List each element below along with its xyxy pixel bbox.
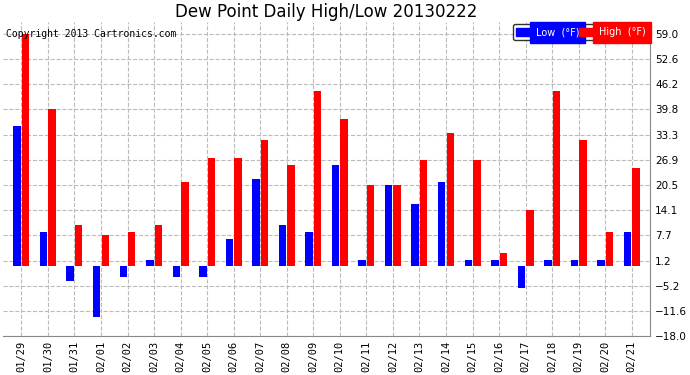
- Bar: [491, 260, 499, 266]
- Bar: [93, 266, 101, 316]
- Bar: [22, 34, 29, 266]
- Bar: [553, 91, 560, 266]
- Bar: [279, 225, 286, 266]
- Bar: [261, 140, 268, 266]
- Bar: [367, 185, 375, 266]
- Bar: [632, 168, 640, 266]
- Bar: [128, 232, 135, 266]
- Bar: [571, 260, 578, 266]
- Bar: [119, 266, 127, 277]
- Bar: [500, 253, 507, 266]
- Bar: [314, 91, 322, 266]
- Bar: [446, 133, 454, 266]
- Bar: [287, 165, 295, 266]
- Bar: [518, 266, 525, 288]
- Bar: [420, 160, 427, 266]
- Bar: [66, 266, 74, 281]
- Bar: [332, 165, 339, 266]
- Bar: [155, 225, 162, 266]
- Bar: [385, 185, 393, 266]
- Bar: [624, 232, 631, 266]
- Bar: [579, 140, 586, 266]
- Bar: [199, 266, 206, 277]
- Bar: [181, 182, 188, 266]
- Bar: [606, 232, 613, 266]
- Bar: [13, 126, 21, 266]
- Bar: [208, 158, 215, 266]
- Bar: [473, 160, 480, 266]
- Bar: [526, 210, 533, 266]
- Bar: [438, 182, 446, 266]
- Bar: [146, 260, 154, 266]
- Bar: [40, 232, 48, 266]
- Bar: [544, 260, 551, 266]
- Legend: Low  (°F), High  (°F): Low (°F), High (°F): [513, 24, 649, 40]
- Bar: [411, 204, 419, 266]
- Bar: [234, 158, 242, 266]
- Bar: [172, 266, 180, 277]
- Bar: [306, 232, 313, 266]
- Bar: [75, 225, 82, 266]
- Bar: [226, 239, 233, 266]
- Bar: [48, 110, 56, 266]
- Bar: [358, 260, 366, 266]
- Text: Copyright 2013 Cartronics.com: Copyright 2013 Cartronics.com: [6, 28, 177, 39]
- Bar: [253, 179, 259, 266]
- Title: Dew Point Daily High/Low 20130222: Dew Point Daily High/Low 20130222: [175, 3, 477, 21]
- Bar: [101, 235, 109, 266]
- Bar: [464, 260, 472, 266]
- Bar: [393, 185, 401, 266]
- Bar: [598, 260, 604, 266]
- Bar: [340, 119, 348, 266]
